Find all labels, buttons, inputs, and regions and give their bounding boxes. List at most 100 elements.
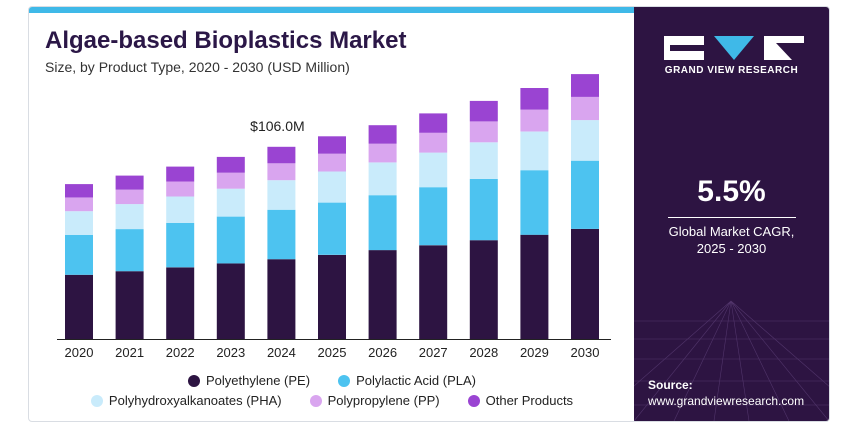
bar-2022-series-0 <box>166 267 195 339</box>
cagr-label-line-2: 2025 - 2030 <box>696 241 767 256</box>
x-tick-label-2022: 2022 <box>166 345 195 360</box>
bar-2030-series-2 <box>571 120 599 161</box>
cagr-label-line-1: Global Market CAGR, <box>668 224 795 239</box>
bar-2023-series-0 <box>216 263 245 339</box>
legend-row-2: Polyhydroxyalkanoates (PHA) Polypropylen… <box>29 393 635 408</box>
bar-2028-series-0 <box>469 240 498 339</box>
stacked-bar-chart: 2020 2021 2022 2023 2024 $106.0M 2025 2026 2027 2… <box>57 74 611 360</box>
x-tick-label-2025: 2025 <box>318 345 347 360</box>
bar-2024-series-1 <box>267 209 296 260</box>
bar-2024-series-0 <box>267 259 296 339</box>
bar-2030-series-1 <box>571 160 599 229</box>
bar-2026-series-1 <box>368 195 397 251</box>
bar-2025-series-1 <box>318 202 346 255</box>
chart-title: Algae-based Bioplastics Market <box>45 27 407 54</box>
bar-annotation-2024: $106.0M <box>250 118 304 134</box>
bar-2026-series-0 <box>368 250 397 339</box>
bar-2027-series-0 <box>419 245 448 339</box>
legend-label-other: Other Products <box>485 393 574 408</box>
bar-2027-series-3 <box>419 132 448 153</box>
legend-item-pla: Polylactic Acid (PLA) <box>338 373 476 388</box>
bar-2023-series-2 <box>216 188 245 217</box>
bar-2020-series-0 <box>65 274 93 339</box>
bar-2023-series-4 <box>216 156 245 173</box>
bar-2020-series-2 <box>65 211 93 235</box>
legend-label-pla: Polylactic Acid (PLA) <box>356 373 476 388</box>
legend-swatch-pe <box>188 374 200 387</box>
legend-swatch-pp <box>309 394 322 407</box>
bar-2029-series-3 <box>520 109 549 132</box>
bar-2028-series-1 <box>469 178 498 241</box>
bar-2024-series-3 <box>267 163 296 181</box>
chart-subtitle: Size, by Product Type, 2020 - 2030 (USD … <box>45 59 350 75</box>
legend-item-pe: Polyethylene (PE) <box>188 373 310 388</box>
bar-2025-series-3 <box>318 153 346 172</box>
bar-2029-series-0 <box>520 234 549 339</box>
legend-swatch-pha <box>90 394 103 407</box>
bar-2030-series-4 <box>571 74 599 97</box>
x-tick-label-2029: 2029 <box>520 345 549 360</box>
bar-2025-series-2 <box>318 171 346 203</box>
x-tick-label-2030: 2030 <box>571 345 600 360</box>
grid-pattern-decoration <box>634 300 829 421</box>
legend-swatch-pla <box>338 374 351 387</box>
bar-2022-series-3 <box>166 181 195 197</box>
bar-2021-series-0 <box>115 271 144 339</box>
bar-2021-series-1 <box>115 229 144 272</box>
bar-2021-series-4 <box>115 175 144 190</box>
bar-2030-series-0 <box>571 228 599 339</box>
bar-2020-series-3 <box>65 197 93 212</box>
legend-row-1: Polyethylene (PE) Polylactic Acid (PLA) <box>29 373 635 388</box>
chart-card: Algae-based Bioplastics Market Size, by … <box>28 6 830 422</box>
x-tick-label-2028: 2028 <box>469 345 498 360</box>
legend-label-pp: Polypropylene (PP) <box>327 393 440 408</box>
x-tick-label-2024: 2024 <box>267 345 296 360</box>
bar-2026-series-3 <box>368 143 397 163</box>
bar-2027-series-4 <box>419 113 448 133</box>
bar-2023-series-1 <box>216 216 245 264</box>
bar-2022-series-2 <box>166 196 195 223</box>
x-tick-label-2021: 2021 <box>115 345 144 360</box>
gvr-logo-icon <box>664 36 804 60</box>
x-tick-label-2020: 2020 <box>65 345 94 360</box>
bar-2020-series-1 <box>65 234 93 275</box>
bar-2029-series-4 <box>520 88 549 110</box>
legend-label-pha: Polyhydroxyalkanoates (PHA) <box>108 393 282 408</box>
x-tick-label-2023: 2023 <box>216 345 245 360</box>
bar-2025-series-0 <box>318 254 346 339</box>
bar-2020-series-4 <box>65 184 93 198</box>
x-tick-label-2027: 2027 <box>419 345 448 360</box>
bar-2022-series-4 <box>166 166 195 182</box>
accent-bar <box>29 7 635 13</box>
bar-2023-series-3 <box>216 172 245 189</box>
bar-2025-series-4 <box>318 136 346 154</box>
bar-2028-series-4 <box>469 100 498 122</box>
source-block: Source: www.grandviewresearch.com <box>648 377 804 409</box>
legend-item-other: Other Products <box>467 393 574 408</box>
bar-2026-series-2 <box>368 162 397 196</box>
bar-2021-series-3 <box>115 189 144 205</box>
cagr-value: 5.5% <box>697 175 766 208</box>
bar-2028-series-3 <box>469 121 498 143</box>
bar-2030-series-3 <box>571 96 599 121</box>
source-url[interactable]: www.grandviewresearch.com <box>648 394 805 408</box>
legend-swatch-other <box>467 394 480 407</box>
brand-name: GRAND VIEW RESEARCH <box>664 65 799 76</box>
bar-2029-series-1 <box>520 170 549 235</box>
bar-2026-series-4 <box>368 125 397 144</box>
cagr-divider <box>668 217 796 218</box>
bar-2027-series-1 <box>419 187 448 246</box>
bar-2024-series-4 <box>267 146 296 164</box>
bar-2022-series-1 <box>166 222 195 268</box>
cagr-label: Global Market CAGR, 2025 - 2030 <box>634 223 829 257</box>
legend-item-pp: Polypropylene (PP) <box>309 393 440 408</box>
bar-2024-series-2 <box>267 180 296 210</box>
bar-2021-series-2 <box>115 204 144 230</box>
bar-2028-series-2 <box>469 142 498 179</box>
side-panel: GRAND VIEW RESEARCH 5.5% Global Market C… <box>634 7 829 421</box>
bar-2029-series-2 <box>520 131 549 171</box>
source-label: Source: <box>648 378 693 392</box>
x-tick-label-2026: 2026 <box>368 345 397 360</box>
legend-label-pe: Polyethylene (PE) <box>206 373 311 388</box>
bar-2027-series-2 <box>419 152 448 188</box>
